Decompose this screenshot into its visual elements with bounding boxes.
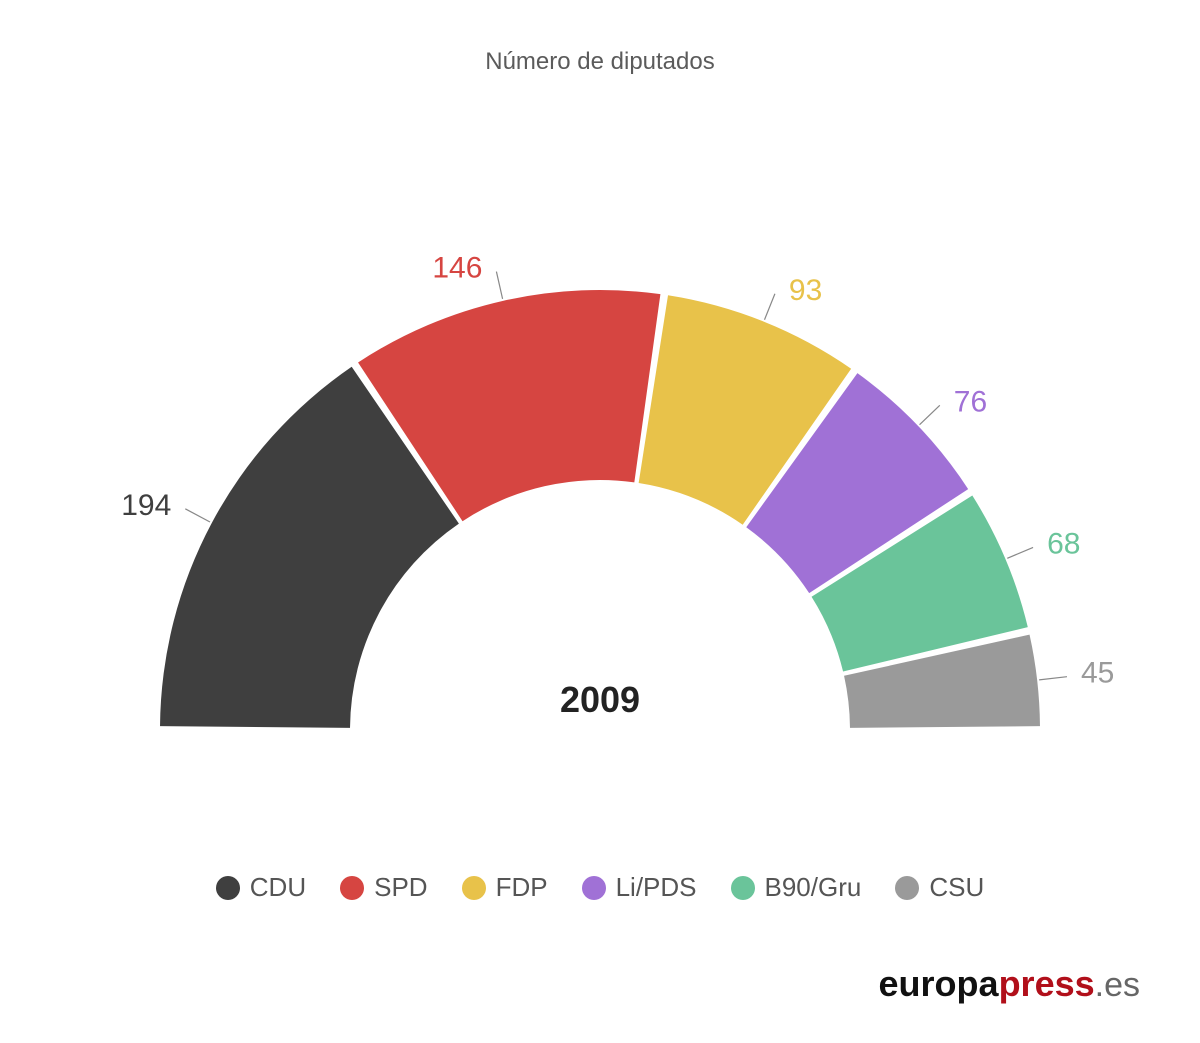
legend-label: SPD bbox=[374, 872, 427, 903]
legend-label: Li/PDS bbox=[616, 872, 697, 903]
legend-item-li-pds: Li/PDS bbox=[582, 872, 697, 903]
slice-value-b90-gru: 68 bbox=[1047, 527, 1080, 560]
legend-label: FDP bbox=[496, 872, 548, 903]
legend-item-csu: CSU bbox=[895, 872, 984, 903]
legend-dot bbox=[731, 876, 755, 900]
brand-part-2: press bbox=[999, 963, 1095, 1004]
leader-line bbox=[1007, 547, 1033, 558]
legend-dot bbox=[582, 876, 606, 900]
slice-value-spd: 146 bbox=[432, 252, 482, 285]
slice-value-li-pds: 76 bbox=[954, 385, 987, 418]
legend-label: CDU bbox=[250, 872, 306, 903]
chart-title: Número de diputados bbox=[0, 48, 1200, 76]
brand-suffix: .es bbox=[1095, 966, 1140, 1004]
leader-line bbox=[496, 272, 502, 299]
legend-item-cdu: CDU bbox=[216, 872, 306, 903]
legend-item-fdp: FDP bbox=[462, 872, 548, 903]
center-year: 2009 bbox=[560, 679, 640, 720]
legend-item-b90-gru: B90/Gru bbox=[731, 872, 862, 903]
source-brand: europapress.es bbox=[879, 963, 1140, 1005]
legend-dot bbox=[895, 876, 919, 900]
slice-value-cdu: 194 bbox=[121, 489, 171, 522]
parliament-chart: 194 146 93 76 68 45 2009 bbox=[50, 230, 1150, 750]
legend-label: B90/Gru bbox=[765, 872, 862, 903]
slice-value-fdp: 93 bbox=[789, 274, 822, 307]
legend-item-spd: SPD bbox=[340, 872, 427, 903]
legend-dot bbox=[340, 876, 364, 900]
legend: CDU SPD FDP Li/PDS B90/Gru CSU bbox=[0, 872, 1200, 903]
leader-line bbox=[1039, 677, 1067, 680]
legend-dot bbox=[462, 876, 486, 900]
leader-line bbox=[764, 294, 774, 320]
legend-label: CSU bbox=[929, 872, 984, 903]
leader-line bbox=[185, 509, 210, 522]
brand-part-1: europa bbox=[879, 963, 999, 1004]
slice-value-csu: 45 bbox=[1081, 657, 1114, 690]
leader-line bbox=[920, 405, 940, 424]
legend-dot bbox=[216, 876, 240, 900]
